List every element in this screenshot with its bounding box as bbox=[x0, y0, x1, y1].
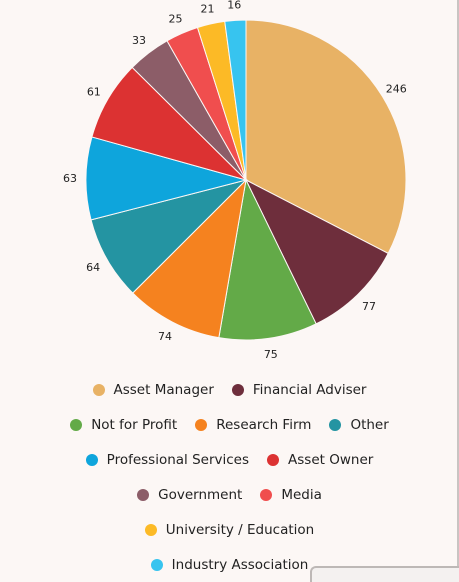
legend-item-not-for-profit[interactable]: Not for Profit bbox=[70, 417, 177, 433]
legend-row: University / Education bbox=[0, 512, 459, 547]
legend-item-asset-manager[interactable]: Asset Manager bbox=[92, 381, 214, 398]
legend-swatch bbox=[195, 418, 208, 431]
pie-slice-industry-association[interactable] bbox=[224, 19, 247, 181]
data-label-financial-adviser: 77 bbox=[362, 300, 376, 313]
legend-swatch bbox=[137, 488, 150, 501]
legend-swatch bbox=[329, 418, 342, 431]
pie-slice-financial-adviser[interactable] bbox=[244, 178, 389, 325]
legend-row: Asset Manager Financial Adviser bbox=[0, 372, 459, 407]
legend-row: Not for Profit Research Firm Other bbox=[0, 407, 459, 442]
legend-swatch bbox=[70, 418, 83, 431]
pie-slice-not-for-profit[interactable] bbox=[218, 178, 317, 341]
pie-slice-other[interactable] bbox=[90, 179, 248, 294]
legend-label: Not for Profit bbox=[91, 416, 178, 433]
data-label-asset-owner: 61 bbox=[87, 86, 101, 99]
legend-label: Government bbox=[158, 486, 243, 503]
data-label-media: 25 bbox=[169, 13, 183, 26]
overlay-panel-corner bbox=[310, 566, 459, 582]
legend-label: Media bbox=[281, 486, 322, 503]
legend-item-professional-services[interactable]: Professional Services bbox=[85, 451, 250, 468]
pie-chart: 246 77 75 74 64 63 61 33 25 21 16 bbox=[63, 0, 407, 361]
legend-item-research-firm[interactable]: Research Firm bbox=[195, 417, 311, 433]
window-edge bbox=[457, 0, 459, 580]
legend-swatch bbox=[144, 523, 157, 536]
data-label-research-firm: 74 bbox=[158, 330, 172, 343]
legend-label: Industry Association bbox=[171, 556, 309, 573]
legend-label: Research Firm bbox=[216, 416, 312, 433]
data-label-not-for-profit: 75 bbox=[264, 348, 278, 361]
legend-row: Industry Association bbox=[0, 547, 459, 582]
legend-swatch bbox=[92, 383, 105, 396]
legend-swatch bbox=[231, 383, 244, 396]
pie-slice-research-firm[interactable] bbox=[132, 178, 247, 339]
legend-label: Asset Manager bbox=[113, 381, 214, 398]
data-label-professional-services: 63 bbox=[63, 172, 77, 185]
legend-item-industry-association[interactable]: Industry Association bbox=[150, 556, 309, 573]
legend-row: Professional Services Asset Owner bbox=[0, 442, 459, 477]
data-label-asset-manager: 246 bbox=[386, 82, 407, 95]
data-label-government: 33 bbox=[132, 34, 146, 47]
legend-label: Asset Owner bbox=[288, 451, 374, 468]
legend-label: Financial Adviser bbox=[252, 381, 367, 398]
legend-item-university-education[interactable]: University / Education bbox=[144, 521, 315, 538]
legend-row: Government Media bbox=[0, 477, 459, 512]
legend-item-asset-owner[interactable]: Asset Owner bbox=[267, 452, 373, 468]
chart-legend: Asset Manager Financial Adviser Not for Pr… bbox=[0, 372, 459, 582]
data-label-industry-association: 16 bbox=[227, 0, 241, 11]
legend-label: University / Education bbox=[165, 521, 315, 538]
data-label-university-education: 21 bbox=[200, 2, 214, 15]
data-label-other: 64 bbox=[86, 261, 100, 274]
legend-swatch bbox=[85, 453, 98, 466]
legend-label: Professional Services bbox=[106, 451, 250, 468]
legend-swatch bbox=[267, 453, 280, 466]
legend-label: Other bbox=[350, 416, 389, 433]
legend-swatch bbox=[260, 488, 273, 501]
pie-slice-asset-manager[interactable] bbox=[245, 19, 407, 255]
legend-item-other[interactable]: Other bbox=[329, 416, 389, 433]
legend-item-government[interactable]: Government bbox=[137, 487, 242, 503]
legend-item-media[interactable]: Media bbox=[260, 487, 322, 503]
legend-swatch bbox=[150, 558, 163, 571]
legend-item-financial-adviser[interactable]: Financial Adviser bbox=[231, 381, 367, 398]
